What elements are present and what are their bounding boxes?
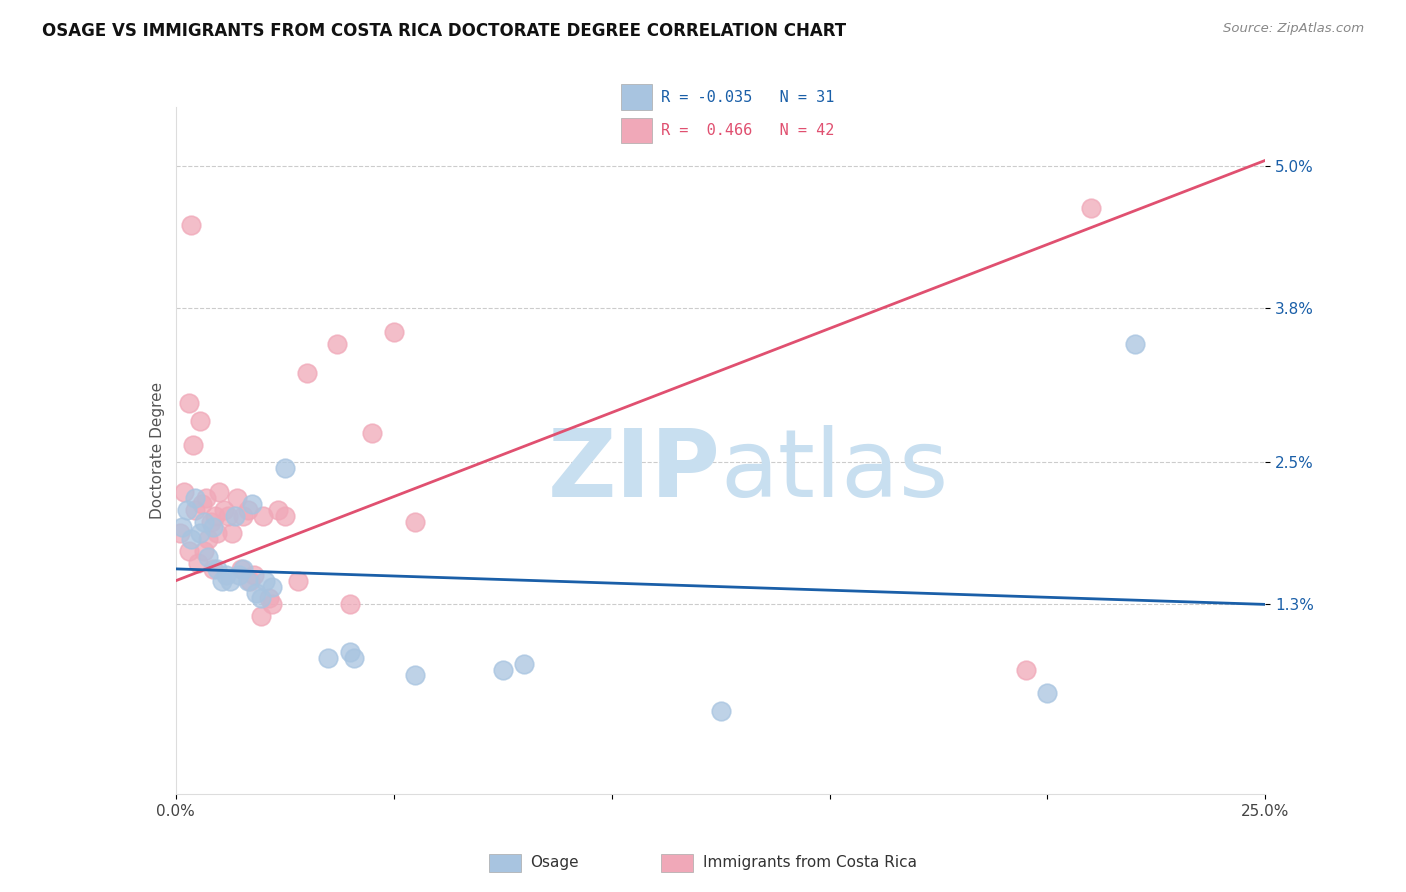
Point [252,508,274,523]
Y-axis label: Doctorate Degree: Doctorate Degree [149,382,165,519]
Point [231,562,253,576]
Point [249,591,271,606]
Point [193,544,215,558]
Point [221,526,243,541]
Point [219,574,242,588]
Text: R = -0.035   N = 31: R = -0.035 N = 31 [661,89,835,104]
Point [245,585,267,599]
Text: R =  0.466   N = 42: R = 0.466 N = 42 [661,123,835,138]
Text: Source: ZipAtlas.com: Source: ZipAtlas.com [1223,22,1364,36]
Text: Immigrants from Costa Rica: Immigrants from Costa Rica [703,855,917,870]
Point [382,325,405,339]
Point [492,663,515,677]
Point [181,437,204,451]
Point [232,562,254,576]
Point [188,526,211,541]
Point [1080,201,1102,215]
Point [173,484,195,499]
Point [260,580,283,594]
Point [343,650,366,665]
Point [287,574,309,588]
Point [295,367,318,381]
Point [240,497,263,511]
Text: OSAGE VS IMMIGRANTS FROM COSTA RICA DOCTORATE DEGREE CORRELATION CHART: OSAGE VS IMMIGRANTS FROM COSTA RICA DOCT… [42,22,846,40]
Bar [489,854,520,871]
Point [710,704,733,718]
Point [180,219,202,233]
Point [260,598,283,612]
Point [184,502,207,516]
Point [191,497,214,511]
Point [177,396,200,410]
Point [1123,337,1146,351]
Text: Osage: Osage [530,855,579,870]
Point [228,567,250,582]
Point [208,484,231,499]
Point [259,591,281,606]
Point [177,544,200,558]
Point [274,461,297,475]
Point [197,549,219,564]
Bar [661,854,693,871]
Bar [621,118,652,144]
Point [180,533,202,547]
Bar [621,84,652,110]
Point [274,508,297,523]
Point [205,562,228,576]
Point [215,567,238,582]
Point [195,491,218,505]
Point [197,533,219,547]
Point [1036,686,1059,700]
Point [1015,663,1038,677]
Point [405,515,427,529]
Point [201,520,224,534]
Point [169,526,191,541]
Point [172,520,194,534]
Point [224,508,246,523]
Point [212,502,235,516]
Point [339,645,361,659]
Point [339,598,361,612]
Point [211,574,233,588]
Point [188,414,211,428]
Point [361,425,384,440]
Point [201,562,224,576]
Point [405,668,427,682]
Point [254,574,277,588]
Point [513,657,536,671]
Point [186,556,209,570]
Point [243,567,266,582]
Point [204,508,226,523]
Point [205,526,228,541]
Point [176,502,198,516]
Point [236,574,259,588]
Text: ZIP: ZIP [548,425,721,517]
Point [326,337,349,351]
Point [200,515,222,529]
Point [318,650,340,665]
Point [236,502,259,516]
Point [239,574,262,588]
Point [267,502,290,516]
Point [217,508,239,523]
Point [232,508,254,523]
Text: atlas: atlas [721,425,949,517]
Point [193,515,215,529]
Point [249,609,271,624]
Point [184,491,207,505]
Point [225,491,247,505]
